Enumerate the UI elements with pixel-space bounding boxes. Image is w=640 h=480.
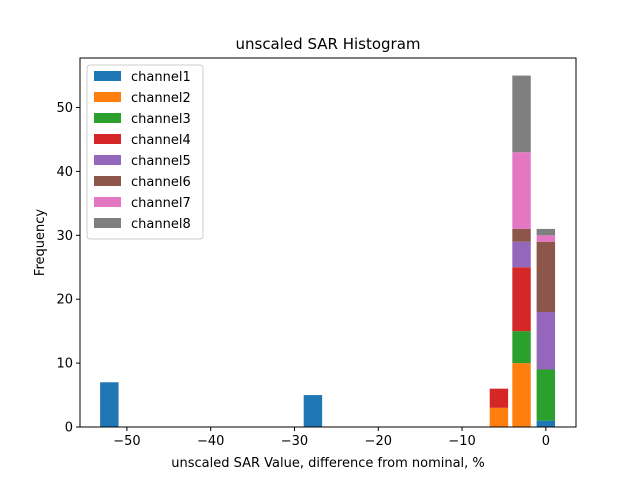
- bar-channel8-bin-4: [512, 75, 531, 153]
- legend-swatch-channel4: [94, 134, 121, 144]
- bar-channel2-bin-4: [512, 363, 531, 427]
- bar-channel4-bin-3: [489, 388, 509, 408]
- y-tick-label: 40: [56, 165, 73, 180]
- plot-frame: [79, 57, 577, 428]
- chart-title: unscaled SAR Histogram: [235, 35, 420, 53]
- legend-label-channel5: channel5: [131, 154, 191, 169]
- legend-label-channel8: channel8: [131, 217, 191, 232]
- legend-swatch-channel3: [94, 113, 121, 123]
- x-tick-label: −20: [365, 434, 392, 449]
- y-ticks-group: 0 10 20 30 40 50: [56, 101, 80, 436]
- x-axis-label: unscaled SAR Value, difference from nomi…: [171, 456, 485, 471]
- y-tick-label: 50: [56, 101, 73, 116]
- legend-swatch-channel5: [94, 155, 121, 165]
- legend-swatch-channel7: [94, 197, 121, 207]
- bars-group: [100, 75, 556, 427]
- bar-channel1-bin-2: [303, 395, 323, 427]
- legend-box: [86, 64, 204, 240]
- legend-label-channel7: channel7: [131, 196, 191, 211]
- bar-channel7-bin-5: [536, 235, 556, 242]
- bar-channel1-bin-1: [100, 382, 119, 427]
- legend-label-channel4: channel4: [131, 133, 191, 148]
- bar-channel4-bin-4: [512, 267, 531, 332]
- bar-channel6-bin-5: [536, 241, 556, 312]
- bar-channel3-bin-5: [536, 369, 556, 421]
- x-ticks-group: −50 −40 −30 −20 −10 0: [113, 427, 550, 449]
- y-axis-label: Frequency: [33, 209, 48, 276]
- y-tick-label: 0: [65, 421, 73, 436]
- bar-channel5-bin-4: [512, 241, 531, 268]
- bar-channel8-bin-5: [536, 228, 556, 236]
- bar-channel5-bin-5: [536, 311, 556, 370]
- legend-swatch-channel1: [94, 71, 121, 81]
- bar-channel6-bin-4: [512, 228, 531, 242]
- x-tick-label: −50: [113, 434, 140, 449]
- legend-swatch-channel8: [94, 218, 121, 228]
- y-tick-label: 30: [56, 229, 73, 244]
- y-tick-label: 20: [56, 293, 73, 308]
- x-tick-label: −40: [197, 434, 224, 449]
- legend-label-channel3: channel3: [131, 112, 191, 127]
- legend-swatch-channel6: [94, 176, 121, 186]
- bar-channel1-bin-5: [536, 420, 556, 427]
- y-tick-label: 10: [56, 357, 73, 372]
- legend-swatch-channel2: [94, 92, 121, 102]
- x-tick-label: 0: [542, 434, 550, 449]
- legend-label-channel6: channel6: [131, 175, 191, 190]
- x-tick-label: −30: [281, 434, 308, 449]
- x-tick-label: −10: [448, 434, 475, 449]
- legend: channel1 channel2 channel3 channel4 channel5…: [86, 64, 204, 240]
- bar-channel7-bin-4: [512, 152, 531, 229]
- bar-channel2-bin-3: [489, 407, 509, 427]
- legend-label-channel1: channel1: [131, 70, 191, 85]
- bar-channel3-bin-4: [512, 331, 531, 364]
- legend-label-channel2: channel2: [131, 91, 191, 106]
